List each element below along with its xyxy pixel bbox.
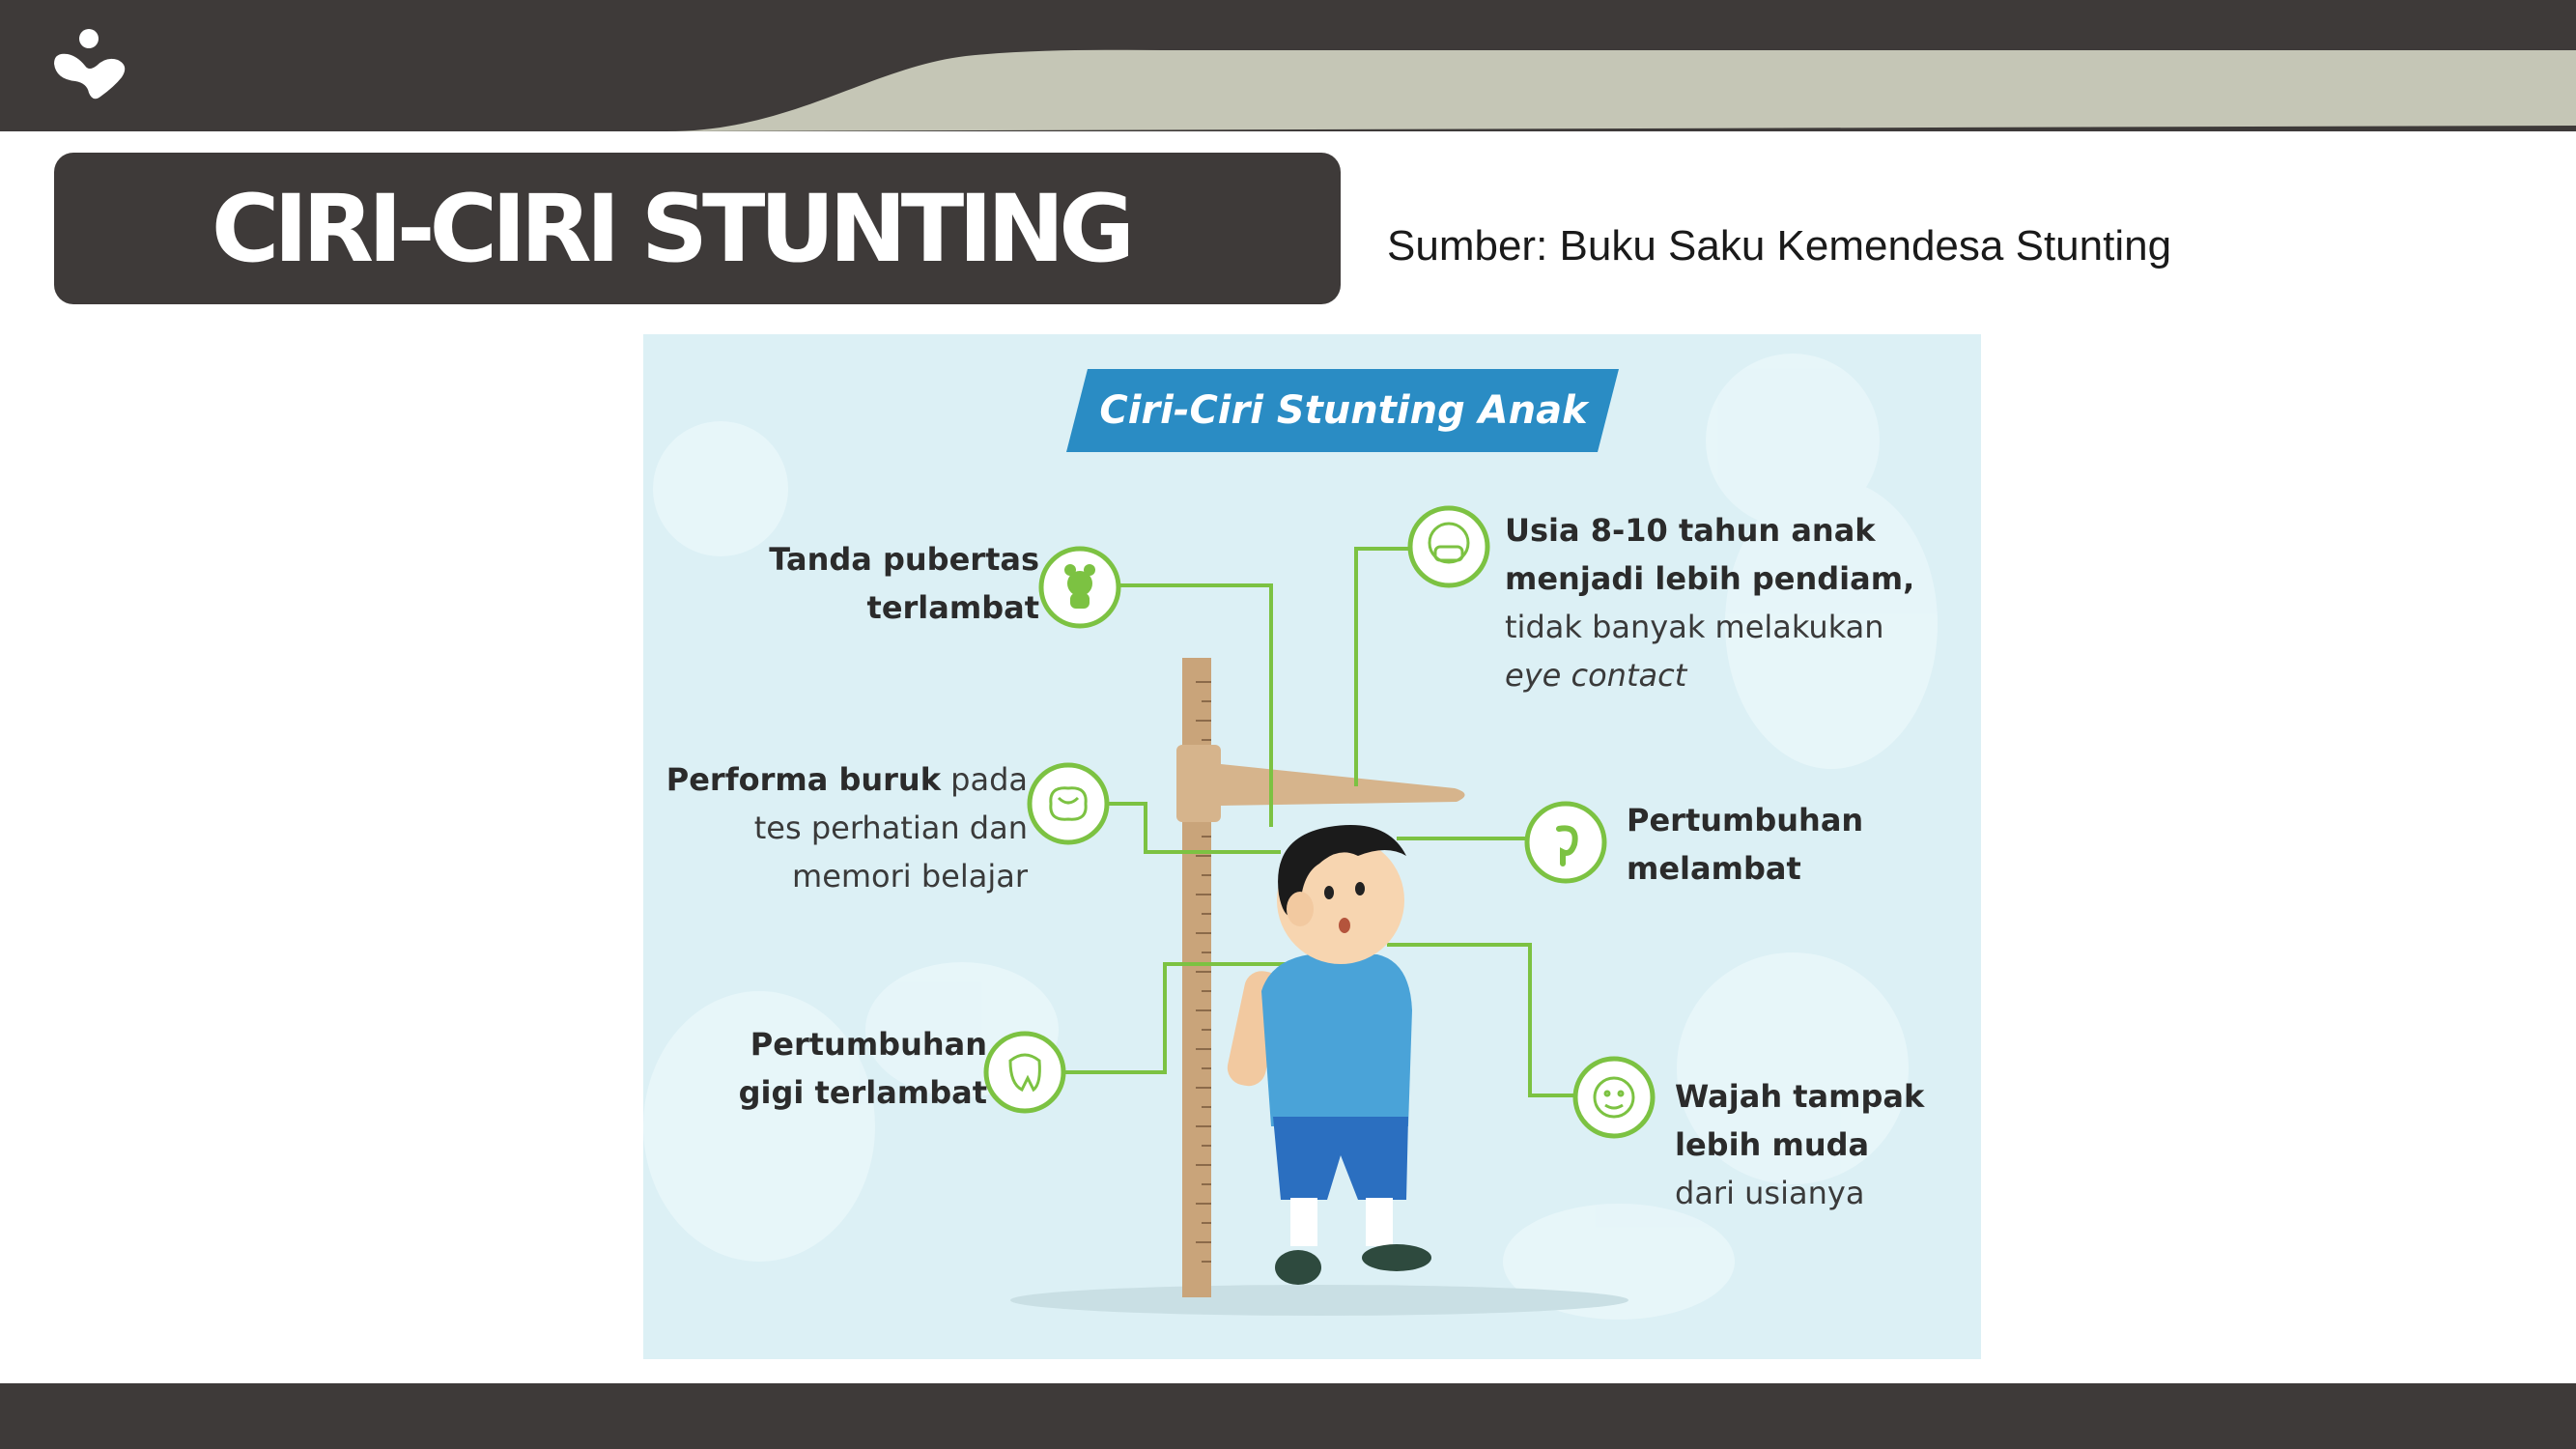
label-face: Wajah tampak lebih muda dari usianya xyxy=(1675,1078,1925,1211)
label-quiet: Usia 8-10 tahun anak menjadi lebih pendi… xyxy=(1505,512,1915,694)
label-teeth: Pertumbuhan gigi terlambat xyxy=(738,1026,987,1111)
page-title: CIRI-CIRI STUNTING xyxy=(211,174,1135,283)
infographic-image: Ciri-Ciri Stunting Anak Tanda pubertas t… xyxy=(643,334,1981,1359)
label-puberty: Tanda pubertas terlambat xyxy=(769,541,1039,626)
infographic-artwork xyxy=(643,354,1938,1320)
infographic-banner: Ciri-Ciri Stunting Anak xyxy=(1099,388,1588,433)
logo-icon xyxy=(54,29,126,99)
source-caption: Sumber: Buku Saku Kemendesa Stunting xyxy=(1387,222,2172,270)
boy-illustration xyxy=(1227,825,1431,1285)
title-banner: CIRI-CIRI STUNTING xyxy=(54,153,1341,304)
banner-shape xyxy=(1066,369,1619,452)
header-band xyxy=(0,0,2576,131)
label-growth: Pertumbuhan melambat xyxy=(1627,802,1864,887)
footer-band xyxy=(0,1383,2576,1449)
label-memory: Performa buruk pada tes perhatian dan me… xyxy=(665,761,1028,895)
